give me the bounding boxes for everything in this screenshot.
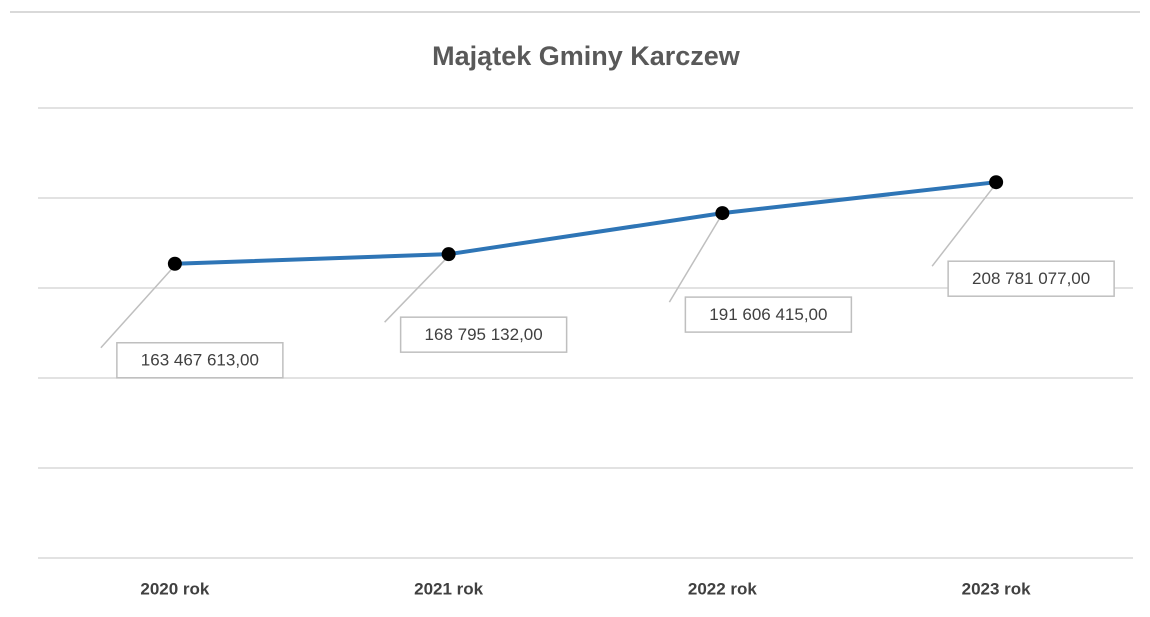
line [174, 180, 997, 266]
x-tick-label: 2020 rok [140, 579, 210, 598]
label-box [947, 260, 1115, 297]
marker [715, 206, 730, 221]
leader-line [384, 257, 448, 323]
chart-title: Majątek Gminy Karczew [432, 41, 741, 71]
x-tick-label: 2023 rok [962, 579, 1032, 598]
leader-line [100, 267, 174, 349]
data-label: 191 606 415,00 [709, 305, 827, 324]
data-label: 163 467 613,00 [141, 351, 259, 370]
label-box [684, 296, 853, 333]
label-box [399, 316, 568, 353]
marker [167, 256, 182, 271]
label-box [116, 342, 284, 379]
leader-line [931, 185, 995, 267]
x-tick-label: 2022 rok [688, 579, 758, 598]
x-tick-label: 2021 rok [414, 579, 484, 598]
marker [989, 175, 1004, 190]
data-label: 168 795 132,00 [425, 325, 543, 344]
data-label: 208 781 077,00 [972, 269, 1090, 288]
leader-line [668, 216, 722, 303]
marker [441, 247, 456, 262]
